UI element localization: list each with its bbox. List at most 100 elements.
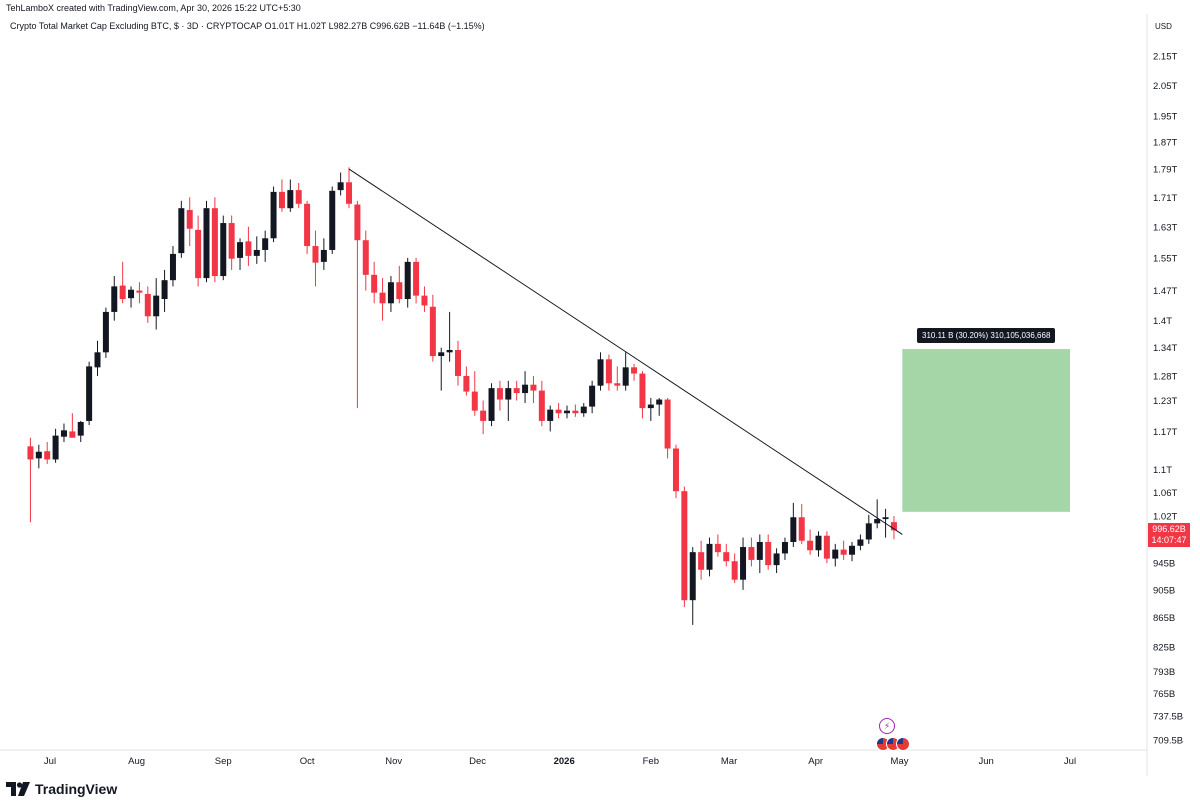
candle-body <box>773 553 780 566</box>
us-flag-icon[interactable] <box>896 737 910 751</box>
candle-body <box>27 446 34 460</box>
ohlc-values: O1.01T H1.02T L982.27B C996.62B <box>264 21 410 31</box>
candle-body <box>346 182 353 204</box>
candle-body <box>144 293 151 317</box>
events-markers[interactable]: ⚡ <box>876 718 910 751</box>
candle-body <box>840 549 847 555</box>
time-tick-label: Jun <box>979 756 994 767</box>
candle-body <box>756 541 763 560</box>
candle-body <box>429 306 436 357</box>
symbol-name[interactable]: Crypto Total Market Cap Excluding BTC, $… <box>10 21 262 31</box>
candle-body <box>689 552 696 601</box>
target-zone[interactable] <box>902 349 1070 512</box>
price-tick-label: 1.71T <box>1153 193 1177 204</box>
lightning-icon[interactable]: ⚡ <box>879 718 895 734</box>
candle-body <box>320 249 327 262</box>
price-tick-label: 2.15T <box>1153 52 1177 63</box>
candle-body <box>421 295 428 306</box>
trendline[interactable] <box>348 168 903 535</box>
price-tick-label: 2.05T <box>1153 81 1177 92</box>
candle-body <box>790 517 797 542</box>
author-line: TehLamboX created with TradingView.com, … <box>6 3 301 13</box>
measure-label: 310.11 B (30.20%) 310,105,036,668 <box>917 328 1056 343</box>
time-tick-label: Aug <box>128 756 145 767</box>
candle-body <box>304 203 311 247</box>
candle-body <box>580 406 587 414</box>
candle-body <box>748 547 755 560</box>
candle-body <box>161 280 168 300</box>
tradingview-logo-text: TradingView <box>35 781 118 797</box>
candle-body <box>228 223 235 259</box>
currency-label[interactable]: USD <box>1155 22 1172 31</box>
candle-body <box>371 274 378 293</box>
candle-body <box>765 541 772 566</box>
candle-body <box>44 451 51 460</box>
time-tick-label: Sep <box>215 756 232 767</box>
time-tick-label: Apr <box>808 756 823 767</box>
price-tick-label: 1.87T <box>1153 138 1177 149</box>
price-tick-label: 1.4T <box>1153 316 1172 327</box>
candle-body <box>203 208 210 279</box>
price-tick-label: 737.5B <box>1153 712 1183 723</box>
time-tick-label: Mar <box>721 756 737 767</box>
candle-body <box>807 540 814 551</box>
candle-body <box>522 384 529 394</box>
candle-body <box>396 282 403 300</box>
candle-body <box>882 517 889 520</box>
candle-body <box>253 249 260 256</box>
candle-body <box>438 352 445 357</box>
candle-body <box>52 435 59 460</box>
candle-body <box>86 366 93 421</box>
candle-body <box>647 404 654 409</box>
candles-group <box>27 167 897 625</box>
tradingview-logo[interactable]: TradingView <box>6 781 117 797</box>
price-tick-label: 793B <box>1153 667 1175 678</box>
candle-body <box>832 549 839 559</box>
candle-body <box>714 543 721 553</box>
candle-body <box>815 535 822 551</box>
time-tick-label: Jul <box>44 756 56 767</box>
candle-body <box>362 240 369 275</box>
candle-body <box>740 547 747 580</box>
candle-body <box>488 388 495 421</box>
candle-body <box>136 290 143 293</box>
candle-body <box>237 242 244 258</box>
economic-events[interactable] <box>876 737 910 751</box>
candle-body <box>496 388 503 400</box>
candle-body <box>94 352 101 368</box>
candle-body <box>731 561 738 580</box>
price-tick-label: 865B <box>1153 613 1175 624</box>
candle-body <box>186 210 193 229</box>
candle-body <box>605 359 612 384</box>
price-tick-label: 1.28T <box>1153 371 1177 382</box>
price-axis[interactable]: 2.15T 2.05T 1.95T 1.87T 1.79T 1.71T 1.63T 1.55T… <box>1153 52 1183 747</box>
candle-body <box>597 359 604 386</box>
candle-body <box>631 367 638 374</box>
candle-body <box>354 204 361 241</box>
candle-body <box>195 229 202 279</box>
candle-body <box>639 373 646 409</box>
candle-body <box>153 295 160 317</box>
time-tick-label: Oct <box>300 756 315 767</box>
candle-body <box>706 543 713 570</box>
candle-body <box>849 545 856 555</box>
candle-body <box>278 191 285 209</box>
time-axis[interactable]: Jul Aug Sep Oct Nov Dec 2026 Feb Mar Apr May Jun Jul <box>44 756 1076 767</box>
candle-body <box>69 431 76 438</box>
candle-body <box>337 182 344 191</box>
candle-body <box>656 399 663 405</box>
candle-body <box>379 292 386 304</box>
candle-body <box>169 253 176 281</box>
time-tick-label: Jul <box>1064 756 1076 767</box>
price-tick-label: 1.55T <box>1153 253 1177 264</box>
candle-body <box>77 421 84 436</box>
candle-body <box>530 384 537 391</box>
candle-body <box>413 261 420 296</box>
candle-body <box>865 523 872 540</box>
candle-body <box>312 246 319 263</box>
price-tick-label: 765B <box>1153 689 1175 700</box>
candle-body <box>890 522 897 531</box>
candle-body <box>857 539 864 546</box>
price-tick-label: 1.47T <box>1153 286 1177 297</box>
